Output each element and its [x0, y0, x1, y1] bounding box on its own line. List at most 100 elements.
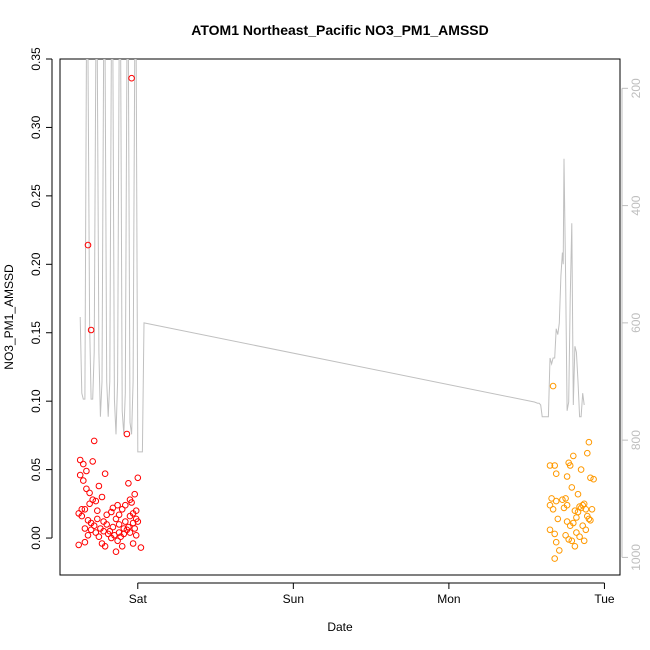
- series-1-point-14: [98, 493, 106, 501]
- series-2-point-8: [554, 515, 562, 523]
- x-tick-label: Sat: [129, 592, 148, 606]
- series-2-point-41: [587, 517, 594, 524]
- series-1-point-10: [86, 489, 93, 497]
- series-2-point-34: [576, 503, 583, 510]
- series-1-point-65: [123, 430, 131, 438]
- series-1-point-30: [92, 529, 100, 536]
- series-2-point-33: [573, 529, 580, 536]
- series-2-point-32: [571, 543, 579, 550]
- series-1-point-21: [90, 522, 98, 530]
- y-tick-label: 0.25: [29, 184, 43, 208]
- series-2-point-48: [576, 533, 583, 541]
- series-1-point-70: [103, 511, 110, 519]
- series-1-point-79: [78, 506, 86, 513]
- series-2-point-16: [562, 495, 569, 502]
- series-1-point-78: [132, 507, 140, 515]
- series-1-point-51: [118, 543, 126, 550]
- series-2-point-5: [546, 501, 554, 509]
- series-2-point-52: [588, 506, 596, 513]
- series-1-point-66: [125, 480, 132, 487]
- series-1-point-68: [109, 523, 117, 531]
- series-1-point-58: [131, 490, 138, 498]
- series-2-point-40: [585, 515, 593, 523]
- series-1-point-50: [112, 548, 120, 556]
- series-1-point-33: [101, 543, 109, 550]
- series-1-point-71: [100, 527, 107, 535]
- series-1-point-25: [103, 521, 110, 528]
- series-1-point-11: [89, 496, 96, 504]
- x-tick-label: Mon: [437, 592, 460, 606]
- series-1-point-75: [120, 525, 128, 532]
- pressure-line: [79, 59, 585, 453]
- series-1-point-29: [87, 526, 95, 534]
- series-2-point-38: [582, 506, 590, 513]
- series-2-point-14: [559, 496, 566, 504]
- series-1-point-43: [111, 532, 118, 539]
- series-1-point-8: [80, 477, 87, 484]
- series-1-point-5: [89, 458, 96, 465]
- series-2-point-51: [574, 490, 582, 498]
- series-2-point-47: [582, 526, 590, 534]
- series-1-point-63: [137, 544, 145, 551]
- y-tick-label: 0.10: [29, 389, 43, 413]
- right-y-axis: 200 400 600 800 1000: [621, 78, 643, 571]
- series-2-point-23: [563, 518, 571, 525]
- series-1-point-41: [106, 527, 114, 535]
- series-1-point-0: [76, 456, 84, 464]
- right-y-tick-label: 1000: [629, 544, 643, 571]
- series-1-point-69: [114, 501, 121, 509]
- x-tick-label: Tue: [594, 592, 615, 606]
- series-2-point-12: [551, 555, 559, 562]
- y-axis-label: NO3_PM1_AMSSD: [2, 264, 16, 370]
- series-1-point-62: [129, 540, 137, 547]
- series-2-point-46: [579, 522, 587, 530]
- series-2-point-20: [563, 473, 571, 480]
- series-1-point-80: [81, 525, 89, 532]
- y-tick-label: 0.30: [29, 115, 43, 139]
- series-1-point-4: [87, 326, 95, 334]
- series-1-point-73: [86, 500, 93, 508]
- series-2-point-19: [566, 462, 574, 469]
- series-1-point-59: [134, 474, 142, 482]
- series-1-point-76: [126, 529, 134, 536]
- series-1-point-26: [75, 541, 82, 549]
- series-1-point-60: [131, 525, 138, 532]
- y-tick-label: 0.15: [29, 321, 43, 345]
- series-1-point-38: [115, 511, 123, 519]
- series-2-point-30: [565, 536, 573, 543]
- series-1-point-1: [80, 460, 87, 468]
- series-2-point-3: [552, 470, 560, 478]
- series-1-point-67: [128, 74, 135, 82]
- series-2-point-11: [552, 538, 560, 546]
- series-1-point-28: [84, 532, 92, 539]
- x-tick-label: Sun: [283, 592, 304, 606]
- series-1-point-61: [132, 532, 140, 539]
- right-y-tick-label: 800: [629, 430, 643, 450]
- series-1-point-40: [122, 501, 129, 509]
- series-1-point-22: [94, 515, 101, 523]
- series-2-point-6: [549, 506, 557, 513]
- series-1-point-72: [94, 507, 101, 515]
- series-2-point-25: [570, 519, 577, 527]
- series-1-point-13: [95, 482, 103, 490]
- series-1-point-52: [122, 518, 129, 525]
- y-tick-label: 0.35: [29, 47, 43, 71]
- series-2-point-2: [551, 462, 559, 469]
- series-2-point-21: [568, 484, 576, 491]
- series-1-point-35: [108, 508, 115, 516]
- series-2-point-29: [562, 532, 569, 539]
- series-1-point-2: [83, 467, 90, 475]
- series-2-point-43: [585, 438, 593, 446]
- series-2-point-22: [570, 452, 577, 460]
- series-1-point-31: [95, 533, 103, 541]
- series-1-point-56: [134, 518, 142, 525]
- y-tick-label: 0.20: [29, 252, 43, 276]
- series-1-point-27: [81, 538, 89, 546]
- pressure-line-layer: [79, 59, 585, 453]
- plot-frame: [59, 58, 621, 576]
- series-2-point-0: [549, 382, 557, 390]
- right-y-tick-label: 400: [629, 195, 643, 215]
- series-1-point-64: [126, 496, 134, 504]
- series-1-point-36: [109, 504, 117, 512]
